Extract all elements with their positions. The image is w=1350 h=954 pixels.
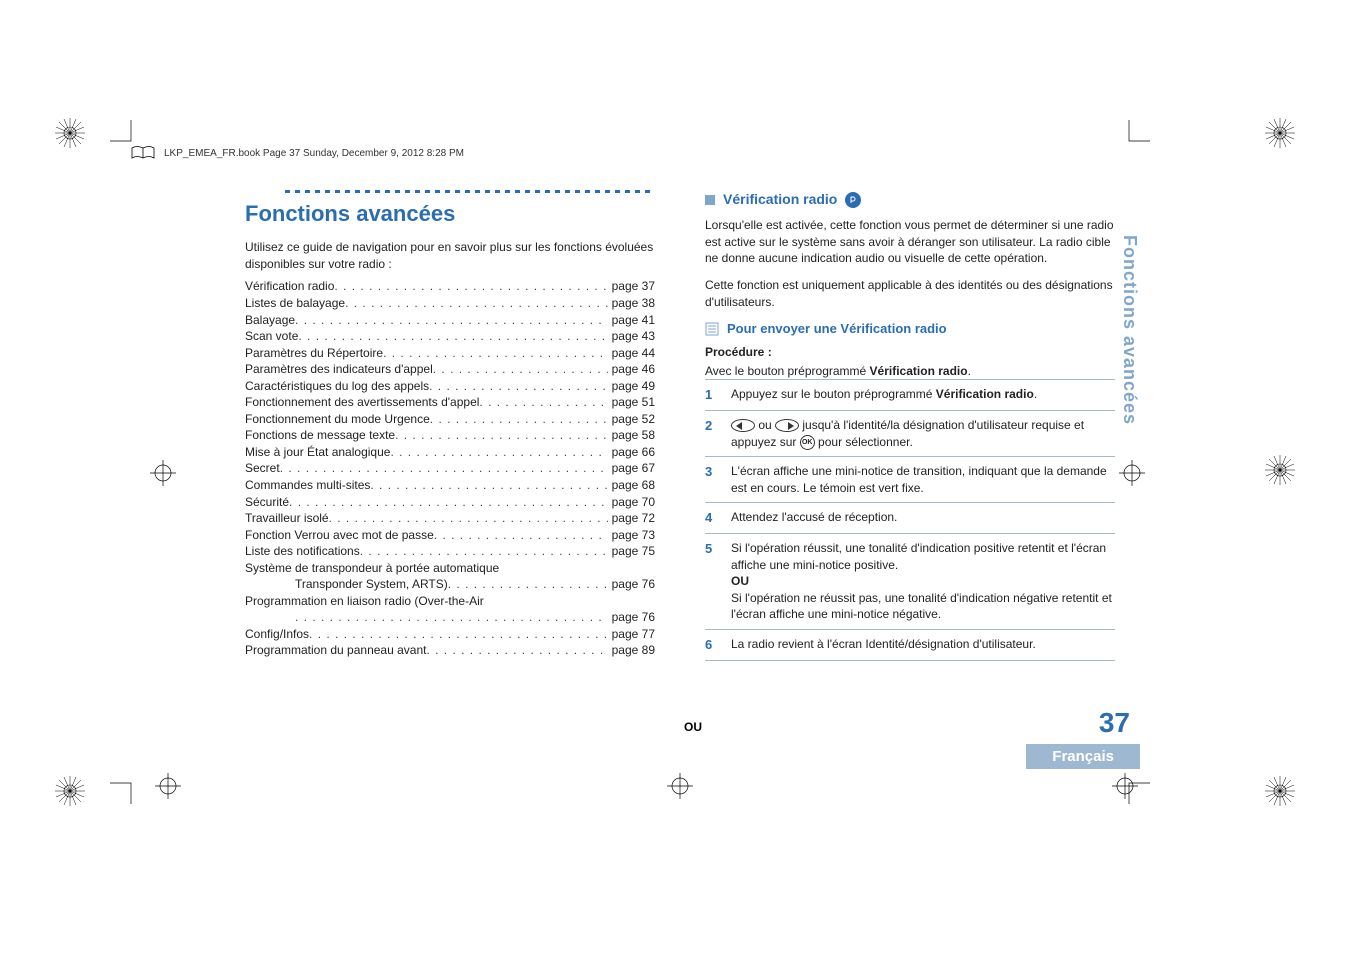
toc-entry: Scan votepage 43 (245, 328, 655, 345)
registration-mark-icon (150, 460, 176, 486)
toc-entry: Sécuritépage 70 (245, 494, 655, 511)
toc-entry: Programmation en liaison radio (Over-the… (245, 593, 655, 610)
step-1: 1 Appuyez sur le bouton préprogrammé Vér… (705, 379, 1115, 410)
page-number: 37 (1099, 707, 1130, 739)
paragraph: Cette fonction est uniquement applicable… (705, 277, 1115, 310)
toc-entry: Programmation du panneau avantpage 89 (245, 642, 655, 659)
crop-mark-bl (110, 782, 132, 804)
toc-entry: Config/Infospage 77 (245, 626, 655, 643)
toc-entry: Mise à jour État analogiquepage 66 (245, 444, 655, 461)
or-label: OU (684, 720, 702, 734)
registration-mark-icon (667, 773, 693, 799)
starburst-mark-icon (55, 776, 85, 806)
ok-button-icon: OK (800, 435, 815, 450)
toc-entry: Fonctionnement des avertissements d'appe… (245, 394, 655, 411)
step-number: 4 (705, 509, 719, 527)
right-arrow-button-icon (775, 419, 799, 432)
toc-entry: Secretpage 67 (245, 460, 655, 477)
step-number: 2 (705, 417, 719, 450)
crop-mark-tl (110, 120, 132, 142)
toc-entry: page 76 (245, 609, 655, 626)
left-column: Fonctions avancées Utilisez ce guide de … (245, 190, 655, 760)
toc-entry: Listes de balayagepage 38 (245, 295, 655, 312)
toc-entry: Transponder System, ARTS)page 76 (245, 576, 655, 593)
toc-entry: Système de transpondeur à portée automat… (245, 560, 655, 577)
starburst-mark-icon (1265, 776, 1295, 806)
title-rule (285, 190, 655, 193)
section-title: Vérification radio (723, 190, 837, 209)
toc-entry: Caractéristiques du log des appelspage 4… (245, 378, 655, 395)
section-heading: Vérification radio (705, 190, 1115, 209)
toc-entry: Fonctions de message textepage 58 (245, 427, 655, 444)
procedure-icon (705, 322, 719, 336)
starburst-mark-icon (1265, 118, 1295, 148)
step-6: 6 La radio revient à l'écran Identité/dé… (705, 629, 1115, 661)
sub-title: Pour envoyer une Vérification radio (727, 320, 947, 338)
toc-entry: Travailleur isolépage 72 (245, 510, 655, 527)
step-4: 4 Attendez l'accusé de réception. (705, 502, 1115, 533)
step-2: 2 ou jusqu'à l'identité/la désignation d… (705, 410, 1115, 456)
procedure-intro: Avec le bouton préprogrammé Vérification… (705, 363, 1115, 380)
badge-icon (845, 192, 861, 208)
paragraph: Lorsqu'elle est activée, cette fonction … (705, 217, 1115, 267)
step-3: 3 L'écran affiche une mini-notice de tra… (705, 456, 1115, 502)
toc-entry: Liste des notificationspage 75 (245, 543, 655, 560)
print-header: LKP_EMEA_FR.book Page 37 Sunday, Decembe… (130, 145, 464, 161)
step-5: 5 Si l'opération réussit, une tonalité d… (705, 533, 1115, 629)
square-bullet-icon (705, 195, 715, 205)
crop-mark-tr (1128, 120, 1150, 142)
toc-entry: Fonction Verrou avec mot de passepage 73 (245, 527, 655, 544)
toc-entry: Balayagepage 41 (245, 312, 655, 329)
sub-heading: Pour envoyer une Vérification radio (705, 320, 1115, 338)
starburst-mark-icon (55, 118, 85, 148)
intro-text: Utilisez ce guide de navigation pour en … (245, 239, 655, 272)
page-title: Fonctions avancées (245, 199, 655, 229)
procedure-label: Procédure : (705, 344, 1115, 361)
registration-mark-icon (1119, 460, 1145, 486)
step-number: 3 (705, 463, 719, 496)
side-tab: Fonctions avancées (1112, 235, 1140, 455)
toc-entry: Commandes multi-sitespage 68 (245, 477, 655, 494)
header-filename: LKP_EMEA_FR.book Page 37 Sunday, Decembe… (164, 148, 464, 159)
starburst-mark-icon (1265, 455, 1295, 485)
book-icon (130, 145, 156, 161)
toc-entry: Vérification radiopage 37 (245, 278, 655, 295)
step-number: 1 (705, 386, 719, 404)
registration-mark-icon (155, 773, 181, 799)
left-arrow-button-icon (731, 419, 755, 432)
step-number: 5 (705, 540, 719, 623)
toc-entry: Paramètres des indicateurs d'appelpage 4… (245, 361, 655, 378)
right-column: Vérification radio Lorsqu'elle est activ… (705, 190, 1115, 760)
language-tab: Français (1026, 744, 1140, 769)
table-of-contents: Vérification radiopage 37Listes de balay… (245, 278, 655, 659)
registration-mark-icon (1112, 773, 1138, 799)
step-number: 6 (705, 636, 719, 654)
toc-entry: Paramètres du Répertoirepage 44 (245, 345, 655, 362)
toc-entry: Fonctionnement du mode Urgencepage 52 (245, 411, 655, 428)
